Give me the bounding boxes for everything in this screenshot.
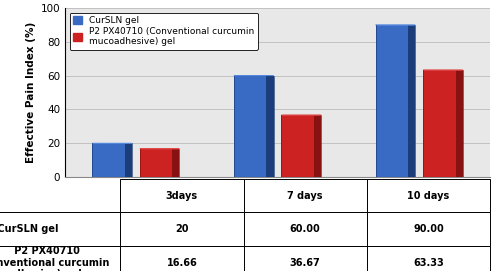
Polygon shape: [456, 70, 463, 177]
Legend: CurSLN gel, P2 PX40710 (Conventional curcumin
mucoadhesive) gel: CurSLN gel, P2 PX40710 (Conventional cur…: [70, 13, 258, 50]
Polygon shape: [65, 8, 490, 177]
Polygon shape: [408, 25, 415, 177]
Polygon shape: [266, 76, 274, 177]
Polygon shape: [282, 115, 321, 177]
Polygon shape: [234, 76, 274, 177]
Polygon shape: [124, 143, 132, 177]
Polygon shape: [140, 149, 179, 177]
Polygon shape: [376, 25, 415, 177]
Polygon shape: [172, 149, 180, 177]
Polygon shape: [423, 70, 463, 177]
Polygon shape: [92, 143, 132, 177]
Polygon shape: [314, 115, 321, 177]
Y-axis label: Effective Pain Index (%): Effective Pain Index (%): [26, 22, 36, 163]
